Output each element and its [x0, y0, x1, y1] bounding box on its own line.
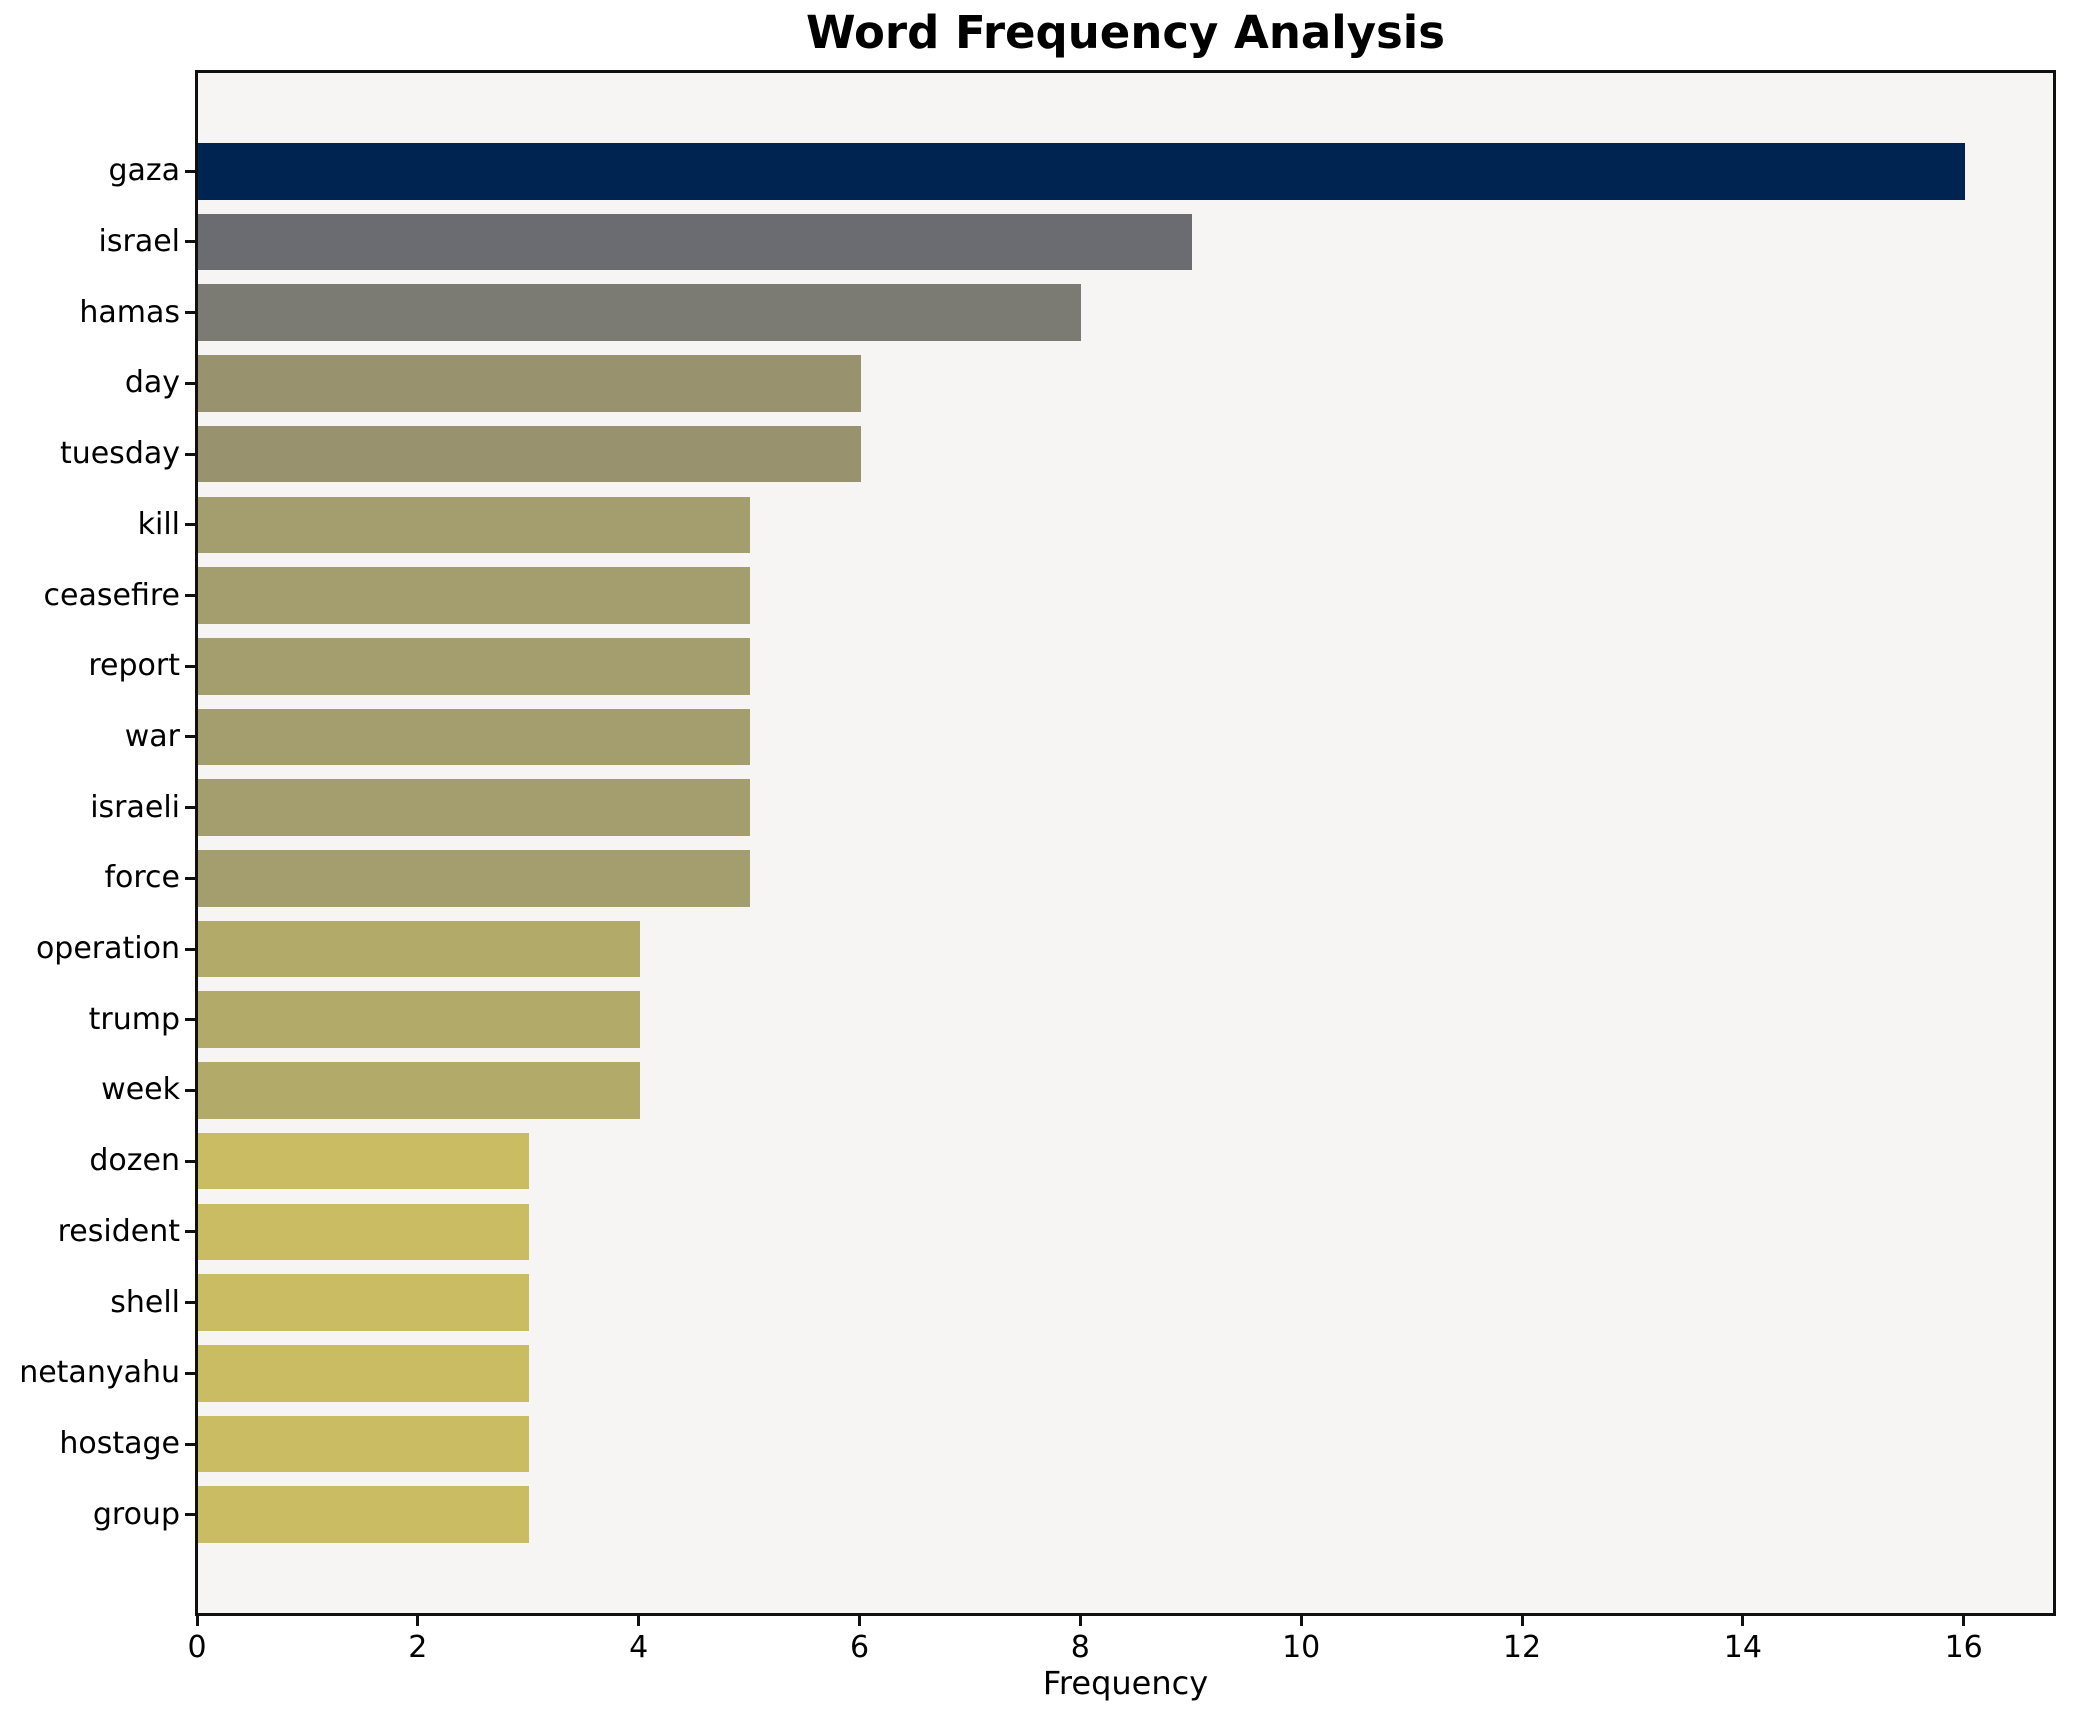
ytick-label-tuesday: tuesday: [59, 436, 180, 472]
ytick-label-day: day: [124, 365, 180, 401]
ytick-label-kill: kill: [137, 506, 180, 542]
x-axis-label: Frequency: [1042, 1664, 1209, 1702]
bar-report: [198, 637, 751, 695]
ytick-mark: [185, 1018, 195, 1022]
xtick-label-4: 4: [629, 1630, 649, 1665]
xtick-mark: [416, 1616, 420, 1626]
bar-netanyahu: [198, 1345, 530, 1402]
xtick-label-12: 12: [1502, 1630, 1542, 1665]
xtick-mark: [637, 1616, 641, 1626]
xtick-label-2: 2: [408, 1630, 428, 1665]
ytick-mark: [185, 664, 195, 668]
ytick-label-war: war: [124, 718, 180, 754]
bar-kill: [198, 496, 751, 554]
ytick-mark: [185, 1442, 195, 1446]
ytick-mark: [185, 1513, 195, 1517]
xtick-mark: [858, 1616, 861, 1626]
bar-hamas: [198, 284, 1082, 341]
ytick-mark: [185, 452, 195, 456]
ytick-mark: [185, 523, 195, 527]
ytick-mark: [185, 169, 195, 173]
ytick-mark: [185, 806, 195, 810]
ytick-label-resident: resident: [57, 1213, 180, 1249]
xtick-mark: [1520, 1616, 1524, 1626]
xtick-label-16: 16: [1944, 1630, 1983, 1665]
ytick-mark: [185, 1088, 195, 1092]
bar-tuesday: [198, 425, 861, 483]
bars-layer: [198, 73, 2053, 1613]
ytick-mark: [185, 876, 195, 880]
xtick-mark: [1299, 1616, 1303, 1626]
bar-dozen: [198, 1132, 530, 1190]
xtick-mark: [1078, 1616, 1082, 1626]
chart-title: Word Frequency Analysis: [805, 6, 1446, 59]
bar-gaza: [198, 143, 1965, 200]
xtick-label-14: 14: [1723, 1630, 1762, 1665]
ytick-mark: [185, 594, 195, 598]
ytick-mark: [185, 947, 195, 951]
ytick-label-hamas: hamas: [79, 294, 180, 330]
bar-day: [198, 355, 861, 412]
ytick-label-hostage: hostage: [59, 1426, 180, 1461]
ytick-label-gaza: gaza: [108, 153, 180, 189]
bar-war: [198, 708, 751, 766]
ytick-label-netanyahu: netanyahu: [19, 1355, 180, 1391]
plot-area: [195, 70, 2056, 1616]
ytick-label-force: force: [104, 860, 180, 896]
ytick-mark: [185, 1159, 195, 1163]
ytick-label-dozen: dozen: [89, 1143, 180, 1179]
xtick-mark: [195, 1616, 199, 1626]
bar-israeli: [198, 779, 751, 836]
bar-operation: [198, 920, 640, 978]
xtick-mark: [1962, 1616, 1966, 1626]
ytick-mark: [185, 735, 195, 739]
ytick-label-group: group: [92, 1496, 180, 1532]
ytick-label-operation: operation: [35, 931, 180, 967]
ytick-label-trump: trump: [88, 1001, 180, 1037]
ytick-mark: [185, 1230, 195, 1234]
ytick-mark: [185, 240, 195, 244]
bar-force: [198, 850, 751, 907]
ytick-label-israel: israel: [98, 223, 180, 259]
xtick-label-8: 8: [1070, 1630, 1090, 1665]
ytick-label-week: week: [101, 1072, 180, 1108]
ytick-label-shell: shell: [110, 1284, 180, 1320]
bar-shell: [198, 1274, 530, 1331]
bar-israel: [198, 213, 1192, 271]
bar-hostage: [198, 1415, 530, 1473]
xtick-label-10: 10: [1282, 1630, 1321, 1665]
ytick-mark: [185, 311, 195, 315]
bar-trump: [198, 991, 640, 1049]
bar-ceasefire: [198, 567, 751, 624]
ytick-label-israeli: israeli: [90, 789, 180, 825]
ytick-mark: [185, 1301, 195, 1305]
xtick-label-6: 6: [849, 1630, 870, 1665]
bar-resident: [198, 1203, 530, 1261]
bar-group: [198, 1486, 530, 1543]
ytick-label-report: report: [88, 648, 180, 684]
ytick-mark: [185, 381, 195, 385]
ytick-label-ceasefire: ceasefire: [43, 577, 180, 613]
bar-week: [198, 1062, 640, 1119]
ytick-mark: [185, 1371, 195, 1375]
xtick-mark: [1741, 1616, 1745, 1626]
xtick-label-0: 0: [187, 1630, 207, 1665]
